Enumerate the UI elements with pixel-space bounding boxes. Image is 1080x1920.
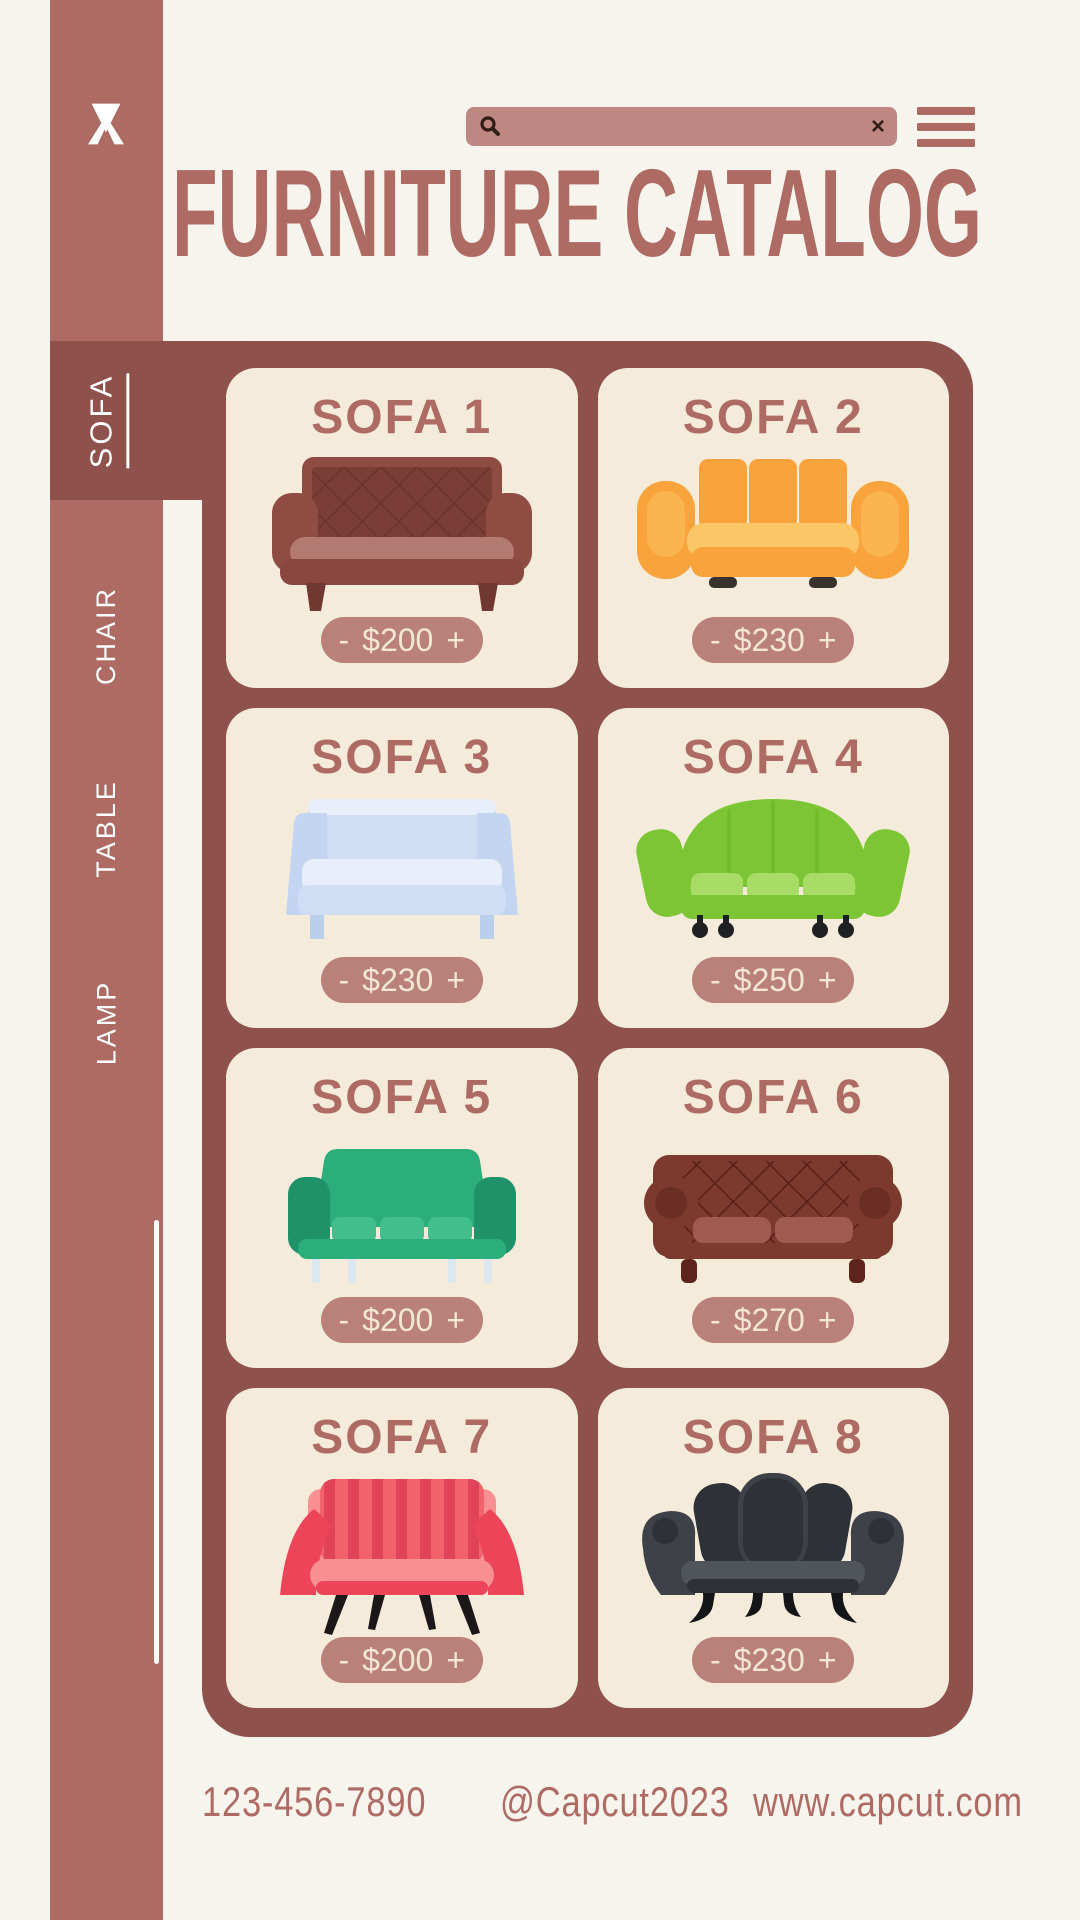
footer-social-handle: @Capcut2023: [500, 1778, 730, 1825]
increase-quantity-button[interactable]: +: [446, 962, 466, 998]
product-name: SOFA 2: [682, 391, 864, 444]
sidebar-item-label: SOFA: [83, 373, 130, 468]
decrease-quantity-button[interactable]: -: [709, 1302, 721, 1338]
sidebar-item-label: LAMP: [91, 979, 121, 1065]
product-card-sofa-3[interactable]: SOFA 3 - $230 +: [226, 708, 578, 1028]
increase-quantity-button[interactable]: +: [817, 962, 837, 998]
footer-website: www.capcut.com: [753, 1778, 1023, 1825]
menu-bar: [917, 139, 975, 147]
product-price: $200: [362, 1641, 434, 1678]
product-card-sofa-4[interactable]: SOFA 4 - $250 +: [597, 708, 949, 1028]
product-card-sofa-6[interactable]: SOFA 6 - $270 +: [597, 1048, 949, 1368]
increase-quantity-button[interactable]: +: [817, 1642, 837, 1678]
search-icon: [478, 115, 502, 139]
sofa-illustration: [247, 447, 557, 617]
product-price: $270: [733, 1301, 805, 1338]
search-input[interactable]: [510, 114, 863, 139]
product-name: SOFA 8: [682, 1411, 864, 1464]
increase-quantity-button[interactable]: +: [446, 622, 466, 658]
product-card-sofa-8[interactable]: SOFA 8 - $230 +: [597, 1388, 949, 1708]
price-stepper: - $230 +: [692, 1637, 855, 1683]
product-card-sofa-5[interactable]: SOFA 5 - $200 +: [226, 1048, 578, 1368]
product-price: $230: [733, 1641, 805, 1678]
decrease-quantity-button[interactable]: -: [338, 962, 350, 998]
product-name: SOFA 1: [311, 391, 493, 444]
clear-search-icon[interactable]: ×: [870, 112, 885, 140]
sofa-illustration: [618, 787, 928, 957]
product-price: $250: [733, 961, 805, 998]
increase-quantity-button[interactable]: +: [817, 1302, 837, 1338]
menu-bar: [917, 107, 975, 115]
product-panel: SOFA 1 - $200 + SOFA 2 - $230: [202, 341, 973, 1737]
menu-bar: [917, 123, 975, 131]
decrease-quantity-button[interactable]: -: [338, 622, 350, 658]
sidebar-item-lamp[interactable]: LAMP: [50, 952, 163, 1092]
price-stepper: - $230 +: [692, 617, 855, 663]
decrease-quantity-button[interactable]: -: [709, 622, 721, 658]
product-name: SOFA 5: [311, 1071, 493, 1124]
decrease-quantity-button[interactable]: -: [338, 1642, 350, 1678]
decrease-quantity-button[interactable]: -: [709, 962, 721, 998]
product-price: $230: [362, 961, 434, 998]
increase-quantity-button[interactable]: +: [446, 1302, 466, 1338]
price-stepper: - $230 +: [320, 957, 483, 1003]
product-name: SOFA 4: [682, 731, 864, 784]
product-price: $200: [362, 621, 434, 658]
product-name: SOFA 3: [311, 731, 493, 784]
price-stepper: - $250 +: [692, 957, 855, 1003]
product-card-sofa-1[interactable]: SOFA 1 - $200 +: [226, 368, 578, 688]
decrease-quantity-button[interactable]: -: [338, 1302, 350, 1338]
sofa-illustration: [618, 1467, 928, 1637]
price-stepper: - $200 +: [320, 617, 483, 663]
sofa-illustration: [618, 1127, 928, 1297]
svg-text:FURNITURE CATALOG: FURNITURE CATALOG: [172, 156, 982, 274]
sofa-illustration: [247, 1467, 557, 1637]
increase-quantity-button[interactable]: +: [446, 1642, 466, 1678]
footer-phone: 123-456-7890: [202, 1778, 427, 1825]
product-name: SOFA 6: [682, 1071, 864, 1124]
sofa-illustration: [618, 447, 928, 617]
sidebar-item-label: TABLE: [91, 778, 121, 878]
increase-quantity-button[interactable]: +: [817, 622, 837, 658]
price-stepper: - $200 +: [320, 1637, 483, 1683]
product-price: $200: [362, 1301, 434, 1338]
product-name: SOFA 7: [311, 1411, 493, 1464]
menu-icon[interactable]: [917, 107, 975, 147]
sofa-illustration: [247, 787, 557, 957]
product-card-sofa-7[interactable]: SOFA 7 - $200 +: [226, 1388, 578, 1708]
sofa-illustration: [247, 1127, 557, 1297]
sidebar-item-chair[interactable]: CHAIR: [50, 565, 163, 705]
sidebar-item-label: CHAIR: [90, 585, 121, 685]
decrease-quantity-button[interactable]: -: [709, 1642, 721, 1678]
footer: 123-456-7890 @Capcut2023 www.capcut.com: [0, 1778, 1080, 1828]
sidebar-scroll-indicator: [154, 1220, 159, 1664]
product-card-sofa-2[interactable]: SOFA 2 - $230 +: [597, 368, 949, 688]
capcut-logo-icon: [82, 100, 130, 148]
sidebar: [50, 0, 163, 1920]
price-stepper: - $200 +: [320, 1297, 483, 1343]
price-stepper: - $270 +: [692, 1297, 855, 1343]
product-price: $230: [733, 621, 805, 658]
page-title: FURNITURE CATALOG: [172, 145, 982, 283]
search-bar[interactable]: ×: [466, 107, 897, 146]
sidebar-item-table[interactable]: TABLE: [50, 758, 163, 898]
